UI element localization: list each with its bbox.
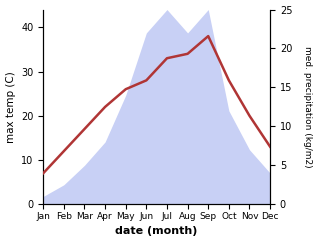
Y-axis label: med. precipitation (kg/m2): med. precipitation (kg/m2) xyxy=(303,46,313,168)
X-axis label: date (month): date (month) xyxy=(115,227,198,236)
Y-axis label: max temp (C): max temp (C) xyxy=(5,71,16,143)
